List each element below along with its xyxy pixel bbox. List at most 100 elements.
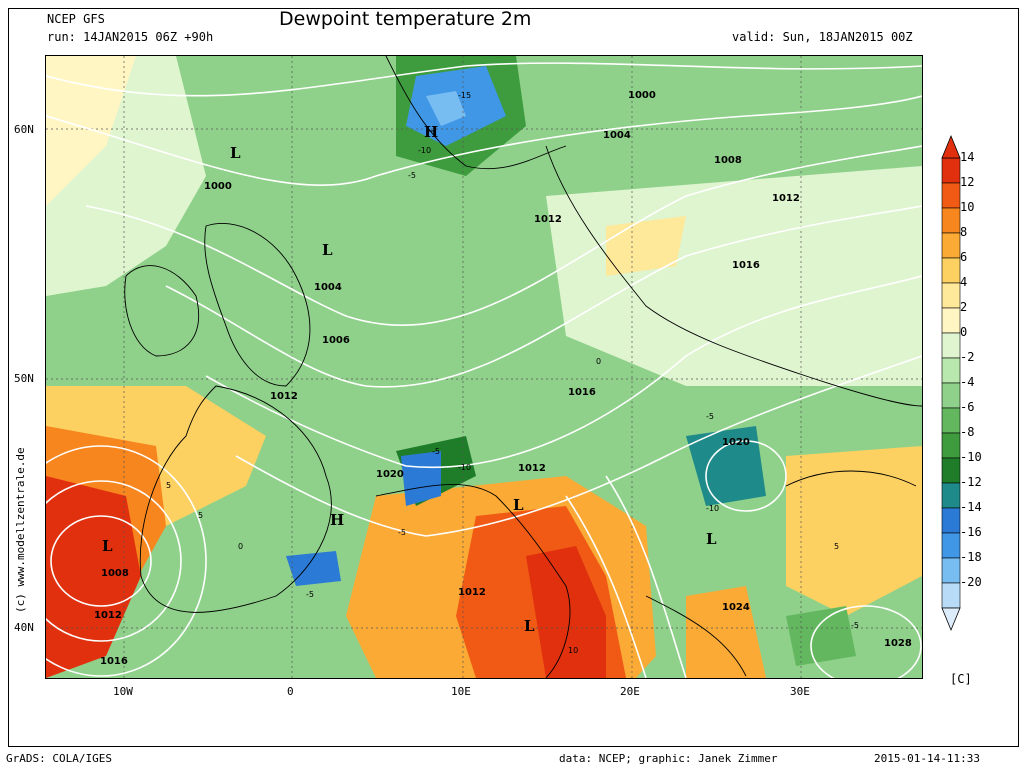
low-label-1: L [230,144,241,162]
colorbar-cell [941,282,961,309]
ionian-hot-field [526,546,606,678]
colorbar-cell [941,157,961,184]
high-label-south: H [330,511,344,529]
lon-label-20e: 20E [620,685,640,698]
colorbar-bottom-arrow [941,607,961,632]
map-panel: H H L L L L L L 1000 1004 1008 1012 1016… [45,55,923,679]
svg-text:1012: 1012 [94,610,122,621]
pressure-systems: H H L L L L L L [102,123,717,635]
svg-text:5: 5 [166,481,171,490]
lat-label-50n: 50N [14,372,34,385]
side-credit: (c) www.modellzentrale.de [14,447,27,613]
svg-text:-5: -5 [432,447,440,456]
svg-text:1008: 1008 [101,568,129,579]
alps-cold-field [401,451,441,506]
svg-text:1000: 1000 [204,181,232,192]
colorbar-cell [941,382,961,409]
svg-text:1012: 1012 [458,587,486,598]
svg-text:1006: 1006 [322,335,350,346]
colorbar-tick-label: -4 [960,375,975,389]
colorbar-tick-label: -14 [960,500,982,514]
svg-text:5: 5 [834,542,839,551]
footer-credit: data: NCEP; graphic: Janek Zimmer [559,752,778,765]
svg-text:1020: 1020 [376,469,404,480]
svg-text:10: 10 [568,646,578,655]
dewpoint-labels: -15 -10 -5 -5 -10 -5 -5 -10 -5 -5 5 5 0 … [166,91,859,655]
colorbar-cell [941,207,961,234]
isobars [46,62,922,678]
valid-time: valid: Sun, 18JAN2015 00Z [732,30,913,44]
high-label-north: H [424,123,438,141]
svg-text:-5: -5 [398,528,406,537]
colorbar-cell [941,507,961,534]
svg-text:1012: 1012 [772,193,800,204]
colorbar-tick-label: 10 [960,200,975,214]
scandinavia-coldest-field [426,91,466,126]
svg-text:1020: 1020 [722,437,750,448]
svg-text:-10: -10 [418,146,431,155]
colorbar-tick-label: 14 [960,150,975,164]
svg-text:1012: 1012 [534,214,562,225]
svg-text:1024: 1024 [722,602,750,613]
colorbar-cell [941,557,961,584]
colorbar-tick-label: 4 [960,275,968,289]
colorbar-tick-label: 8 [960,225,968,239]
colorbar-cell [941,432,961,459]
colorbar-cell [941,457,961,484]
colorbar-cell [941,257,961,284]
svg-text:-5: -5 [851,621,859,630]
svg-text:-5: -5 [706,412,714,421]
colorbar-unit: [C] [950,672,972,686]
isobar-labels: 1000 1004 1008 1012 1016 1012 1000 1004 … [94,90,912,667]
low-label-6: L [706,530,717,548]
colorbar-cell [941,332,961,359]
colorbar-cell [941,307,961,334]
colorbar-cell [941,357,961,384]
colorbar-tick-label: -10 [960,450,982,464]
svg-text:-10: -10 [706,504,719,513]
atlantic-yellow-field [46,56,136,206]
colorbar-tick-label: 2 [960,300,968,314]
footer-grads: GrADS: COLA/IGES [6,752,112,765]
svg-text:1004: 1004 [314,282,342,293]
svg-text:1012: 1012 [270,391,298,402]
svg-text:1012: 1012 [518,463,546,474]
svg-text:1016: 1016 [100,656,128,667]
graticule [46,56,922,678]
model-name: NCEP GFS [47,12,105,26]
colorbar-tick-label: -2 [960,350,975,364]
lon-label-0: 0 [287,685,294,698]
svg-text:0: 0 [596,357,601,366]
colorbar-tick-label: 12 [960,175,975,189]
colorbar-cell [941,407,961,434]
colorbar-tick-label: 6 [960,250,968,264]
svg-text:1028: 1028 [884,638,912,649]
svg-text:1008: 1008 [714,155,742,166]
colorbar-cell [941,482,961,509]
colorbar-tick-label: -8 [960,425,975,439]
colorbar-cell [941,582,961,609]
svg-text:1000: 1000 [628,90,656,101]
colorbar-cell [941,182,961,209]
aegean-warm-field [686,586,766,678]
low-label-2: L [322,241,333,259]
svg-text:1004: 1004 [603,130,631,141]
black-sea-warm-field [786,446,922,616]
colorbar-cell [941,232,961,259]
svg-text:0: 0 [238,542,243,551]
lon-label-30e: 30E [790,685,810,698]
colorbar-tick-label: -16 [960,525,982,539]
colorbar-tick-label: -6 [960,400,975,414]
svg-text:-5: -5 [306,590,314,599]
pyrenees-cold-field [286,551,341,586]
footer-timestamp: 2015-01-14-11:33 [874,752,980,765]
colorbar-tick-label: -18 [960,550,982,564]
svg-text:1016: 1016 [568,387,596,398]
svg-text:-10: -10 [458,463,471,472]
low-label-5: L [524,617,535,635]
run-info: run: 14JAN2015 06Z +90h [47,30,214,44]
svg-text:1016: 1016 [732,260,760,271]
dewpoint-map: H H L L L L L L 1000 1004 1008 1012 1016… [46,56,922,678]
coastlines [124,56,922,678]
lon-label-10w: 10W [113,685,133,698]
